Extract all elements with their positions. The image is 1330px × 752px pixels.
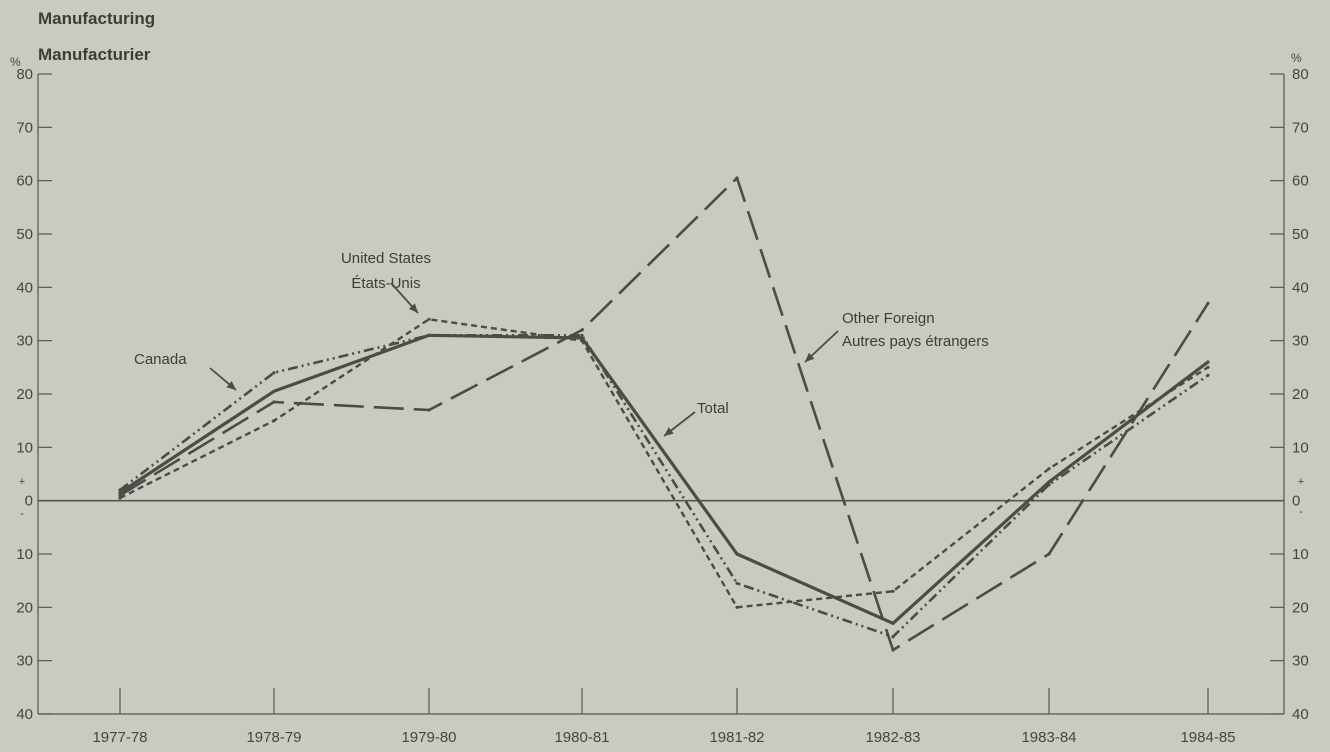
right-plus-sign: + (1298, 476, 1304, 488)
x-tick-label: 1982-83 (865, 729, 920, 746)
series-united-states (118, 317, 1210, 609)
data-point-other-foreign (272, 400, 276, 404)
data-point-canada (427, 333, 431, 337)
series-line-total (119, 333, 1209, 625)
annotation-arrowhead-icon (805, 352, 815, 362)
data-point-total (1206, 360, 1210, 364)
data-point-canada (1206, 373, 1210, 377)
chart-title-english: Manufacturing (38, 9, 155, 28)
data-point-united-states (1206, 365, 1210, 369)
left-y-tick-label: 70 (16, 119, 33, 136)
right-y-tick-label: 20 (1292, 599, 1309, 616)
annotation-united-states-label: États-Unis (351, 275, 420, 292)
left-y-tick-label: 10 (16, 439, 33, 456)
series-line-united-states (119, 318, 1209, 609)
x-tick-label: 1984-85 (1180, 729, 1235, 746)
series-line-other-foreign (119, 176, 1210, 652)
left-y-tick-label: 30 (16, 653, 33, 670)
right-y-tick-label: 10 (1292, 439, 1309, 456)
x-tick-label: 1981-82 (709, 729, 764, 746)
left-y-tick-label: 10 (16, 546, 33, 563)
annotation-united-states-label: United States (341, 250, 431, 267)
left-y-tick-label: 50 (16, 226, 33, 243)
right-y-tick-label: 10 (1292, 546, 1309, 563)
x-tick-label: 1977-78 (92, 729, 147, 746)
annotation-arrowhead-icon (664, 427, 674, 436)
right-minus-sign: - (1299, 506, 1303, 518)
annotation-arrowhead-icon (226, 381, 236, 390)
right-y-tick-label: 50 (1292, 226, 1309, 243)
left-y-tick-label: 40 (16, 279, 33, 296)
left-y-tick-label: 20 (16, 599, 33, 616)
data-point-total (891, 621, 895, 625)
data-point-united-states (118, 496, 122, 500)
series-canada (118, 333, 1210, 639)
x-tick-label: 1979-80 (401, 729, 456, 746)
right-axis-unit: % (1291, 51, 1302, 65)
annotation-canada-label: Canada (134, 351, 187, 368)
data-point-total (1047, 480, 1051, 484)
left-y-tick-label: 20 (16, 386, 33, 403)
data-point-united-states (427, 317, 431, 321)
left-y-tick-label: 30 (16, 333, 33, 350)
annotation-total-label: Total (697, 400, 729, 417)
data-point-canada (1047, 483, 1051, 487)
x-tick-label: 1978-79 (246, 729, 301, 746)
data-point-total (272, 389, 276, 393)
data-point-canada (118, 488, 122, 492)
axes-layer: 80 80 70 70 60 60 50 50 40 40 30 30 20 20 10 10 0 0 10 10 20… (16, 66, 1308, 746)
data-point-other-foreign (427, 408, 431, 412)
data-point-united-states (735, 605, 739, 609)
annotations-layer: Canada United States États-Unis Other Forei… (134, 250, 989, 437)
data-point-other-foreign (580, 328, 584, 332)
data-point-other-foreign (1206, 301, 1210, 305)
data-point-united-states (1047, 467, 1051, 471)
right-y-tick-label: 40 (1292, 279, 1309, 296)
series-layer (118, 176, 1210, 652)
right-y-tick-label: 30 (1292, 653, 1309, 670)
left-axis-unit: % (10, 55, 21, 69)
x-tick-label: 1980-81 (554, 729, 609, 746)
left-y-tick-label: 80 (16, 66, 33, 83)
annotation-arrowhead-icon (408, 303, 418, 313)
data-point-other-foreign (735, 176, 739, 180)
left-y-tick-label: 40 (16, 706, 33, 723)
right-y-tick-label: 30 (1292, 333, 1309, 350)
left-minus-sign: - (20, 508, 24, 520)
data-point-united-states (891, 589, 895, 593)
data-point-other-foreign (118, 493, 122, 497)
x-tick-label: 1983-84 (1021, 729, 1076, 746)
right-y-tick-label: 80 (1292, 66, 1309, 83)
series-other-foreign (118, 176, 1210, 652)
annotation-other-foreign-label: Autres pays étrangers (842, 333, 989, 350)
data-point-canada (272, 371, 276, 375)
annotation-other-foreign-label: Other Foreign (842, 310, 935, 327)
data-point-total (735, 552, 739, 556)
data-point-canada (891, 635, 895, 639)
data-point-other-foreign (891, 648, 895, 652)
left-plus-sign: + (19, 476, 25, 488)
right-y-tick-label: 60 (1292, 173, 1309, 190)
series-total (118, 333, 1210, 625)
data-point-canada (580, 333, 584, 337)
data-point-united-states (272, 419, 276, 423)
right-y-tick-label: 40 (1292, 706, 1309, 723)
right-y-tick-label: 70 (1292, 119, 1309, 136)
data-point-canada (735, 581, 739, 585)
right-y-tick-label: 20 (1292, 386, 1309, 403)
series-line-canada (119, 333, 1209, 639)
data-point-other-foreign (1047, 552, 1051, 556)
right-y-tick-label: 0 (1292, 493, 1300, 510)
data-point-united-states (580, 339, 584, 343)
left-y-tick-label: 60 (16, 173, 33, 190)
chart-title-french: Manufacturier (38, 45, 151, 64)
left-y-tick-label: 0 (25, 493, 33, 510)
